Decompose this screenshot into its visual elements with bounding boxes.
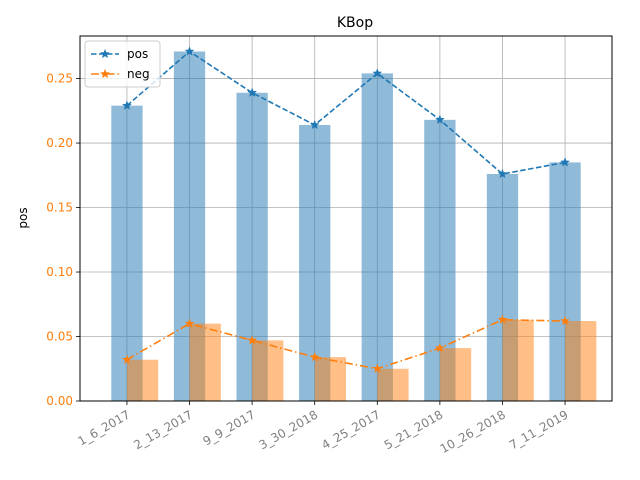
series-lines bbox=[121, 46, 571, 373]
y-tick-label: 0.25 bbox=[46, 72, 73, 86]
bar-pos bbox=[111, 105, 143, 402]
marker-neg bbox=[184, 318, 195, 328]
chart-title: KBop bbox=[337, 15, 373, 31]
marker-neg bbox=[497, 314, 508, 324]
marker-pos bbox=[497, 168, 508, 179]
y-tick-label: 0.15 bbox=[46, 201, 73, 215]
y-axis: 0.00 0.05 0.10 0.15 0.20 0.25 bbox=[46, 72, 80, 408]
series-line-neg bbox=[126, 318, 566, 370]
bar-neg bbox=[439, 348, 472, 401]
marker-pos bbox=[184, 46, 195, 56]
bar-neg bbox=[377, 368, 409, 401]
marker-pos bbox=[309, 119, 320, 130]
bar-neg bbox=[314, 357, 346, 401]
y-tick-label: 0.00 bbox=[46, 394, 73, 408]
marker-pos bbox=[560, 157, 571, 167]
legend: pos neg bbox=[84, 40, 161, 88]
bar-neg bbox=[189, 323, 221, 401]
bar-neg bbox=[126, 359, 159, 401]
marker-neg bbox=[309, 351, 320, 362]
bar-pos bbox=[361, 73, 393, 401]
plot-frame bbox=[79, 35, 613, 402]
bars bbox=[111, 51, 597, 402]
marker-neg bbox=[434, 342, 445, 353]
marker-pos bbox=[372, 68, 383, 78]
y-tick-label: 0.10 bbox=[46, 265, 73, 279]
marker-neg bbox=[121, 354, 132, 364]
marker-neg bbox=[247, 335, 258, 345]
bar-neg bbox=[252, 340, 284, 401]
y-tick-label: 0.20 bbox=[46, 136, 73, 150]
marker-pos bbox=[121, 100, 132, 110]
legend-label-neg: neg bbox=[127, 67, 150, 81]
legend-label-pos: pos bbox=[127, 47, 148, 61]
legend-marker-pos bbox=[100, 48, 110, 59]
y-axis-label: pos bbox=[16, 207, 30, 228]
bar-neg bbox=[502, 319, 534, 401]
marker-pos bbox=[247, 87, 258, 97]
legend-marker-neg bbox=[100, 68, 110, 79]
y-tick-label: 0.05 bbox=[46, 330, 73, 344]
series-line-pos bbox=[126, 50, 566, 175]
marker-pos bbox=[434, 114, 445, 125]
marker-neg bbox=[560, 315, 571, 326]
marker-neg bbox=[372, 363, 383, 373]
bar-neg bbox=[565, 321, 597, 401]
